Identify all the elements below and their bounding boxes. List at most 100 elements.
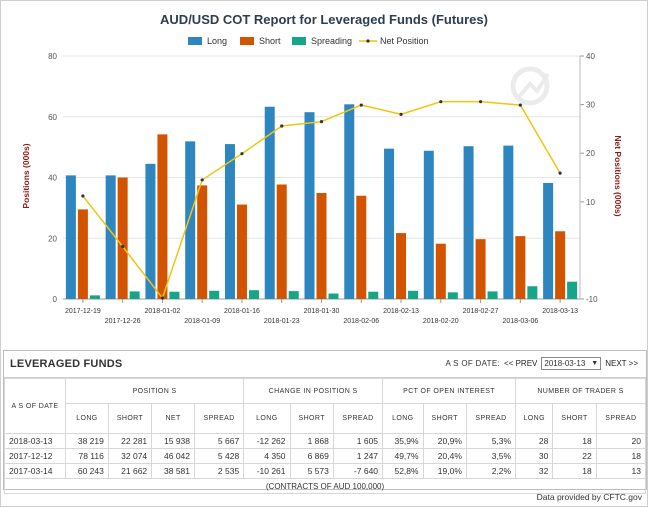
long-bar — [384, 148, 395, 299]
legend-label: Long — [207, 36, 227, 46]
date-select-value: 2018-03-13 — [544, 359, 586, 368]
table-cell: 30 — [515, 448, 554, 464]
long-bar — [543, 182, 554, 299]
table-cell: 15 938 — [151, 433, 195, 449]
table-cell: 20 — [595, 433, 647, 449]
long-bar — [503, 145, 514, 299]
table-cell: 19,0% — [422, 463, 467, 479]
row-date: 2017-03-14 — [4, 463, 66, 479]
spreading-bar — [129, 291, 140, 299]
long-bar — [185, 141, 196, 299]
y2-tick-label: 10 — [586, 198, 595, 207]
table-cell: 6 869 — [289, 448, 334, 464]
dropdown-arrow-icon: ▼ — [591, 360, 599, 367]
short-bar — [197, 185, 208, 299]
table-cell: 28 — [515, 433, 554, 449]
y-tick-label: 0 — [53, 295, 58, 304]
chart-title: AUD/USD COT Report for Leveraged Funds (… — [160, 12, 488, 27]
short-bar — [475, 239, 486, 299]
chart-legend: Long Short Spreading Net Position — [188, 36, 429, 46]
table-cell: -10 261 — [243, 463, 291, 479]
table-cell: 49,7% — [382, 448, 424, 464]
net-position-point — [319, 120, 324, 124]
x-tick-label: 2018-02-13 — [383, 308, 419, 315]
spreading-bar — [89, 295, 100, 299]
short-bar — [435, 243, 446, 299]
plot-area: 0 20 40 60 80 -10 10 20 30 40 2017-12-19 2017-12-26… — [48, 52, 598, 325]
table-cell: 22 281 — [107, 433, 153, 449]
y2-tick-label: 30 — [586, 101, 595, 110]
spreading-bar — [328, 293, 339, 299]
long-bar — [304, 112, 315, 299]
spreading-bar — [527, 286, 538, 299]
y-tick-label: 40 — [48, 174, 57, 183]
table-cell: 20,9% — [422, 433, 467, 449]
spreading-bar — [408, 290, 419, 299]
net-position-point — [280, 124, 284, 128]
table-row: 2018-03-13 38 219 22 281 15 938 5 667 -12 262… — [4, 433, 647, 449]
date-select[interactable]: 2018-03-13 ▼ — [541, 357, 602, 370]
legend-swatch — [188, 37, 202, 45]
table-cell: 20,4% — [422, 448, 467, 464]
col-header: LONG — [65, 403, 109, 434]
x-tick-label: 2018-01-23 — [264, 318, 300, 325]
prev-button[interactable]: << PREV — [504, 359, 538, 368]
table-row: 2017-12-12 78 116 32 074 46 042 5 428 4 350 6 … — [4, 448, 647, 464]
col-header: LONG — [515, 403, 554, 434]
x-tick-label: 2018-01-09 — [184, 318, 220, 325]
data-credit: Data provided by CFTC.gov — [536, 492, 642, 502]
short-bar — [316, 192, 327, 299]
legend-label: Spreading — [311, 36, 352, 46]
col-header: SPREAD — [193, 403, 245, 434]
y2-tick-label: -10 — [586, 295, 598, 304]
x-tick-label: 2018-02-06 — [343, 318, 379, 325]
y2-axis-title: Net Positions (000s) — [613, 135, 623, 216]
legend-label: Short — [259, 36, 281, 46]
table-cell: -12 262 — [243, 433, 291, 449]
col-header: LONG — [243, 403, 291, 434]
table-cell: 46 042 — [151, 448, 195, 464]
short-bar — [515, 236, 526, 299]
table-cell: 5 428 — [193, 448, 245, 464]
x-tick-label: 2018-03-13 — [542, 308, 578, 315]
leveraged-funds-panel: LEVERAGED FUNDS A S OF DATE: << PREV 201… — [3, 350, 647, 494]
next-button[interactable]: NEXT >> — [605, 359, 638, 368]
group-positions: POSITION S — [64, 378, 245, 404]
spreading-bar — [567, 281, 578, 299]
y-tick-label: 80 — [48, 52, 57, 61]
table-footnote: (CONTRACTS OF AUD 100,000) — [4, 478, 646, 494]
short-bar — [396, 233, 407, 299]
table-cell: 13 — [595, 463, 647, 479]
table-cell: 60 243 — [65, 463, 109, 479]
net-position-point — [478, 100, 483, 104]
table-cell: 52,8% — [382, 463, 424, 479]
table-cell: 32 074 — [107, 448, 153, 464]
short-bar — [157, 134, 168, 299]
legend-label: Net Position — [380, 36, 429, 46]
group-change: CHANGE IN POSITION S — [243, 378, 384, 404]
table-cell: -7 640 — [332, 463, 384, 479]
short-bar — [356, 195, 367, 299]
net-position-point — [81, 194, 85, 198]
col-header: SPREAD — [465, 403, 517, 434]
net-position-point — [439, 100, 443, 104]
table-cell: 1 247 — [332, 448, 384, 464]
net-position-point — [160, 296, 165, 300]
long-bar — [344, 104, 355, 299]
y-tick-label: 20 — [48, 234, 57, 243]
table-cell: 38 581 — [151, 463, 195, 479]
long-bar — [65, 175, 76, 299]
table-cell: 21 662 — [107, 463, 153, 479]
x-tick-label: 2018-02-27 — [463, 308, 499, 315]
date-navigator: A S OF DATE: << PREV 2018-03-13 ▼ NEXT >… — [445, 357, 638, 370]
table-cell: 22 — [552, 448, 597, 464]
short-bar — [276, 184, 287, 299]
watermark-icon — [510, 66, 550, 106]
cot-chart: AUD/USD COT Report for Leveraged Funds (… — [21, 12, 623, 325]
table-cell: 4 350 — [243, 448, 291, 464]
net-position-point — [399, 112, 403, 116]
table-cell: 2,2% — [465, 463, 517, 479]
table-cell: 18 — [552, 433, 597, 449]
table-cell: 1 868 — [289, 433, 334, 449]
net-position-point — [359, 103, 363, 107]
